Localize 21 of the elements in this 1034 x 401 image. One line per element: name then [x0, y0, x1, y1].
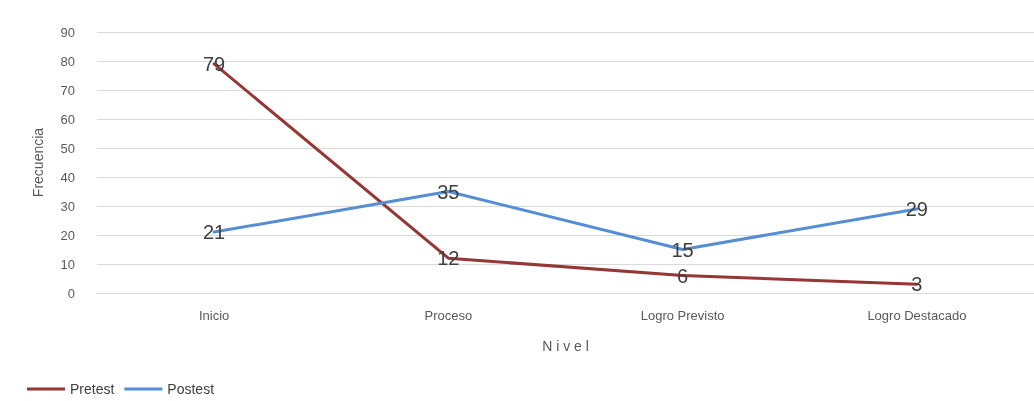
legend-label: Postest — [167, 381, 215, 397]
y-tick-label: 40 — [60, 169, 75, 185]
x-axis-title: N i v e l — [542, 338, 589, 354]
y-tick-label: 90 — [60, 24, 75, 40]
data-label: 21 — [203, 221, 226, 244]
x-tick-label: Proceso — [424, 308, 473, 323]
y-tick-label: 70 — [60, 82, 75, 98]
y-tick-label: 10 — [60, 256, 75, 272]
x-tick-label: Inicio — [198, 308, 230, 323]
x-tick-label: Logro Previsto — [640, 308, 725, 323]
y-tick-label: 50 — [60, 140, 75, 156]
x-tick-label: Logro Destacado — [867, 308, 967, 323]
y-tick-label: 80 — [60, 53, 75, 69]
data-label: 79 — [203, 52, 226, 75]
y-axis-title: Frecuencia — [30, 127, 46, 198]
y-tick-label: 0 — [67, 285, 75, 301]
y-tick-label: 60 — [60, 111, 75, 127]
legend-label: Pretest — [70, 381, 115, 397]
y-tick-label: 20 — [60, 227, 75, 243]
y-tick-label: 30 — [60, 198, 75, 214]
data-label: 29 — [905, 197, 928, 220]
